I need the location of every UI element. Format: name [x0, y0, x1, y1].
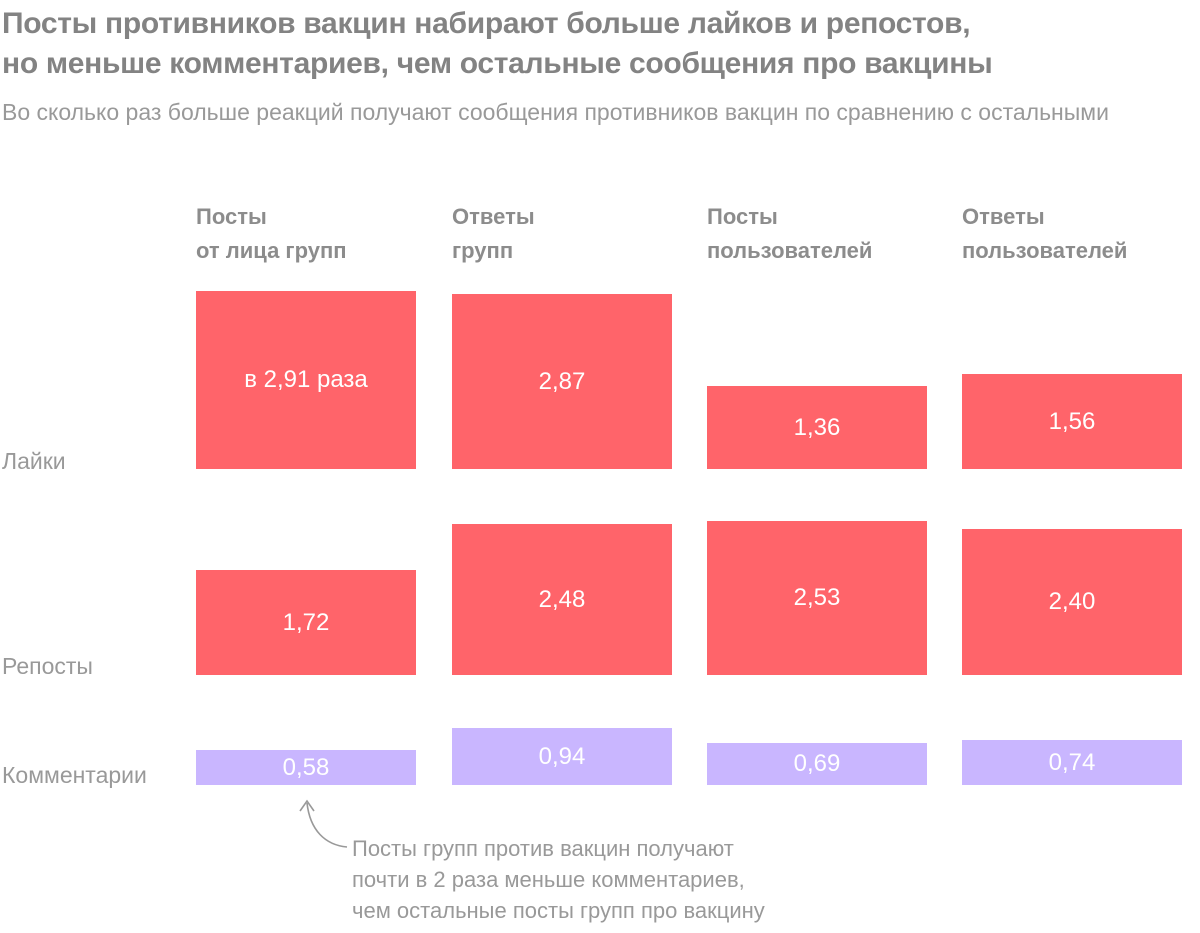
column-header-line: Ответы	[962, 204, 1045, 229]
bar: 0,69	[707, 743, 927, 785]
bar: 2,53	[707, 521, 927, 675]
bar: 2,48	[452, 524, 672, 675]
column-header: Посты от лица групп	[196, 200, 436, 268]
bar: в 2,91 раза	[196, 291, 416, 469]
annotation-line: чем остальные посты групп про вакцину	[352, 898, 765, 923]
column-header-line: Посты	[707, 204, 778, 229]
bar-value-label: 0,69	[793, 750, 841, 777]
bar-value-label: в 2,91 раза	[244, 366, 368, 393]
row-label: Комментарии	[2, 762, 147, 788]
column-header: Ответы групп	[452, 200, 692, 268]
bar-value-label: 2,53	[793, 584, 841, 611]
bar-value-label: 2,40	[1048, 588, 1096, 615]
bar: 2,87	[452, 294, 672, 469]
bar-value-label: 0,58	[282, 753, 330, 781]
bar: 1,72	[196, 570, 416, 675]
column-header-line: пользователей	[962, 238, 1128, 263]
annotation-line: почти в 2 раза меньше комментариев,	[352, 867, 745, 892]
bar: 0,74	[962, 740, 1182, 785]
annotation-line: Посты групп против вакцин получают	[352, 836, 734, 861]
chart-subtitle: Во сколько раз больше реакций получают с…	[2, 99, 1109, 125]
bar-value-label: 2,48	[538, 585, 586, 613]
bar-value-label: 0,74	[1048, 748, 1096, 776]
column-header: Ответы пользователей	[962, 200, 1200, 268]
column-header-line: пользователей	[707, 238, 873, 263]
bar-value-label: 1,56	[1048, 407, 1096, 435]
row-label: Репосты	[2, 653, 93, 679]
bar-value-label: 1,72	[282, 608, 330, 636]
bar: 0,58	[196, 750, 416, 785]
title-line: но меньше комментариев, чем остальные со…	[2, 47, 993, 80]
bar-value-label: 1,36	[793, 413, 841, 441]
bar: 1,36	[707, 386, 927, 469]
chart-title: Посты противников вакцин набирают больше…	[2, 4, 993, 84]
row-label: Лайки	[2, 448, 66, 474]
bar-value-label: 2,87	[538, 367, 586, 395]
bar: 2,40	[962, 529, 1182, 675]
column-header-line: Ответы	[452, 204, 535, 229]
title-line: Посты противников вакцин набирают больше…	[2, 7, 971, 40]
bar: 1,56	[962, 374, 1182, 469]
column-header-line: Посты	[196, 204, 267, 229]
column-header-line: групп	[452, 238, 514, 263]
column-header-line: от лица групп	[196, 238, 347, 263]
bar: 0,94	[452, 728, 672, 785]
annotation: Посты групп против вакцин получают почти…	[352, 833, 765, 926]
column-header: Посты пользователей	[707, 200, 947, 268]
bar-value-label: 0,94	[538, 742, 586, 770]
